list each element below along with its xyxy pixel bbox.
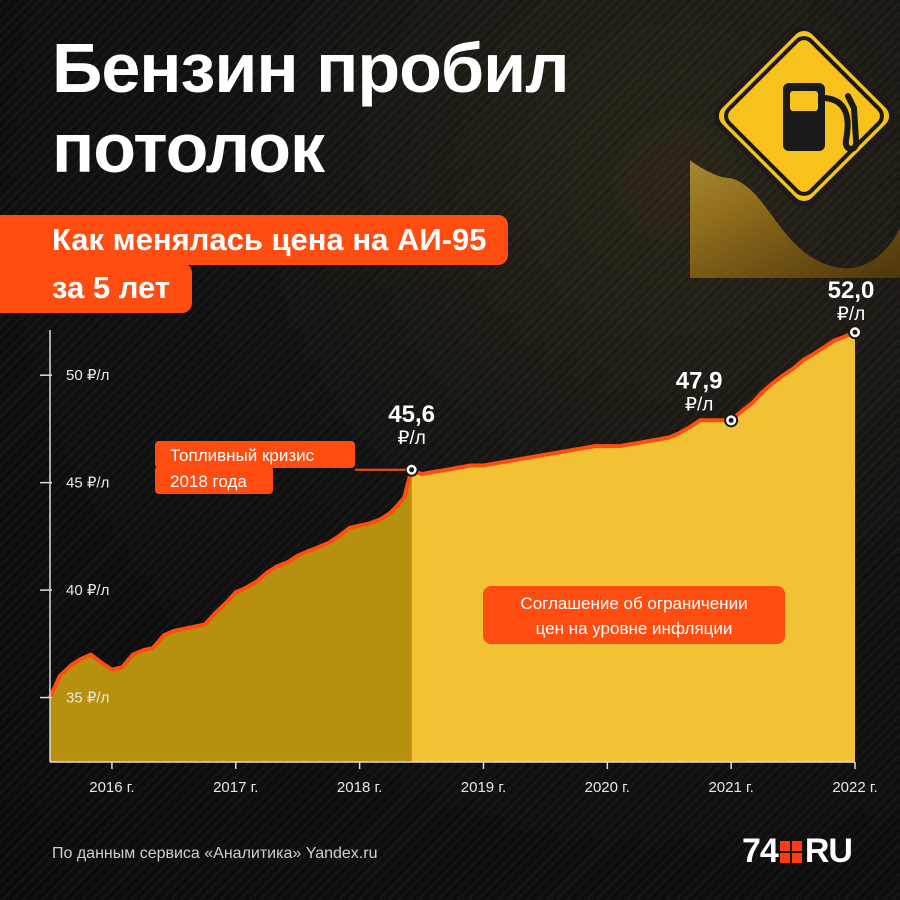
x-tick-label: 2021 г.: [708, 779, 753, 796]
crisis-box-2: [155, 466, 273, 494]
x-tick-label: 2016 г.: [89, 779, 134, 796]
source-note: По данным сервиса «Аналитика» Yandex.ru: [52, 845, 378, 862]
title-line-2: потолок: [52, 109, 325, 187]
highlight-marker-dot: [409, 467, 415, 473]
y-tick-label: 40 ₽/л: [66, 582, 109, 599]
highlight-unit: ₽/л: [685, 394, 713, 415]
logo-74ru: 74 RU: [742, 832, 853, 871]
agreement-box: [483, 586, 785, 644]
highlight-value: 52,0: [828, 277, 875, 304]
highlight-marker-dot: [728, 417, 734, 423]
highlight-value: 45,6: [388, 401, 435, 428]
highlight-marker-dot: [852, 329, 858, 335]
x-tick-label: 2020 г.: [585, 779, 630, 796]
area-before-2018: [50, 469, 412, 762]
highlight-unit: ₽/л: [397, 428, 425, 449]
x-tick-label: 2017 г.: [213, 779, 258, 796]
title-line-1: Бензин пробил: [52, 29, 570, 107]
crisis-label-line-2: 2018 года: [170, 472, 247, 491]
y-tick-label: 35 ₽/л: [66, 690, 109, 707]
area-after-2018: [411, 332, 855, 762]
x-tick-label: 2018 г.: [337, 779, 382, 796]
x-tick-label: 2022 г.: [832, 779, 877, 796]
crisis-box-1: [155, 441, 355, 468]
page-title: Бензин пробил потолок: [52, 28, 570, 188]
agreement-label-line-2: цен на уровне инфляции: [536, 619, 733, 638]
logo-left: 74: [742, 832, 779, 870]
x-tick-label: 2019 г.: [461, 779, 506, 796]
highlight-unit: ₽/л: [837, 304, 865, 325]
subtitle-line-1: Как менялась цена на АИ-95: [0, 215, 509, 265]
logo-squares-icon: [779, 841, 802, 863]
logo-right: RU: [804, 832, 853, 870]
y-tick-label: 45 ₽/л: [66, 475, 109, 492]
subtitle: Как менялась цена на АИ-95 за 5 лет: [0, 215, 509, 313]
subtitle-line-2: за 5 лет: [0, 263, 193, 313]
fuel-pump-sign-icon: [690, 28, 900, 278]
crisis-label-line-1: Топливный кризис: [170, 446, 315, 465]
highlight-value: 47,9: [676, 367, 723, 394]
y-tick-label: 50 ₽/л: [66, 367, 109, 384]
gold-oil-splash: [690, 160, 900, 278]
agreement-label-line-1: Соглашение об ограничении: [520, 594, 747, 613]
